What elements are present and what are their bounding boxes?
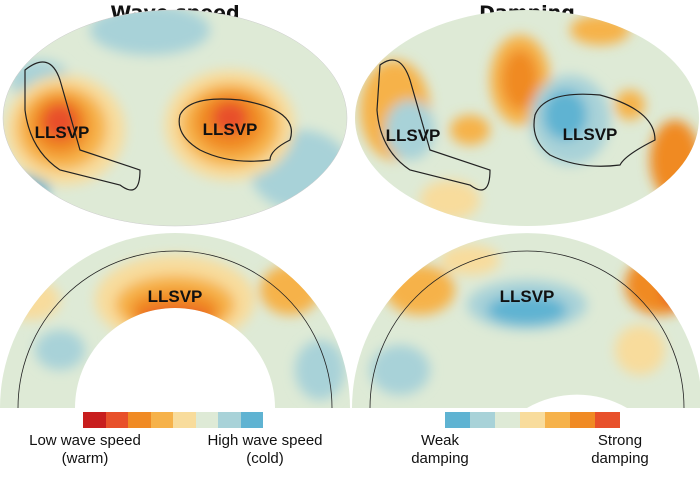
- colorbar-swatch: [150, 412, 173, 428]
- colorbar-swatch: [105, 412, 128, 428]
- colorbar-swatch: [495, 412, 520, 428]
- colorbar-swatch: [545, 412, 570, 428]
- low-sub: (warm): [61, 450, 109, 467]
- low-label: Low wave speed: [29, 432, 141, 449]
- damping-map: [355, 10, 699, 226]
- high-label: High wave speed: [207, 432, 323, 449]
- damping-colorbar: [445, 412, 620, 428]
- colorbar-swatch: [173, 412, 196, 428]
- colorbar-swatch: [470, 412, 495, 428]
- colorbar-swatch: [240, 412, 263, 428]
- colorbar-swatch: [218, 412, 241, 428]
- colorbar-swatch: [195, 412, 218, 428]
- low-wave-speed-label: Low wave speed (warm): [5, 432, 165, 468]
- wave-speed-map: [3, 10, 347, 226]
- llsvp-label-damping-map: LLSVP: [386, 126, 441, 145]
- strong-sub: damping: [591, 450, 649, 467]
- wave-speed-cross-section: [0, 233, 350, 408]
- strong-damping-label: Strong damping: [570, 432, 670, 468]
- colorbar-swatch: [595, 412, 620, 428]
- colorbar-swatch: [570, 412, 595, 428]
- colorbar-swatch: [520, 412, 545, 428]
- llsvp-label-wave-map: LLSVP: [35, 123, 90, 142]
- weak-label: Weak: [420, 432, 460, 449]
- llsvp-label-wave-section: LLSVP: [148, 287, 203, 306]
- llsvp-label-damping-map-2: LLSVP: [563, 125, 618, 144]
- high-sub: (cold): [246, 450, 284, 467]
- damping-cross-section: [352, 233, 700, 408]
- weak-sub: damping: [411, 450, 469, 467]
- weak-damping-label: Weak damping: [390, 432, 490, 468]
- llsvp-label-damping-section: LLSVP: [500, 287, 555, 306]
- wave-speed-colorbar: [83, 412, 263, 428]
- colorbar-swatch: [128, 412, 151, 428]
- strong-label: Strong: [597, 432, 643, 449]
- high-wave-speed-label: High wave speed (cold): [185, 432, 345, 468]
- colorbar-swatch: [445, 412, 470, 428]
- llsvp-label-wave-map-2: LLSVP: [203, 120, 258, 139]
- colorbar-swatch: [83, 412, 106, 428]
